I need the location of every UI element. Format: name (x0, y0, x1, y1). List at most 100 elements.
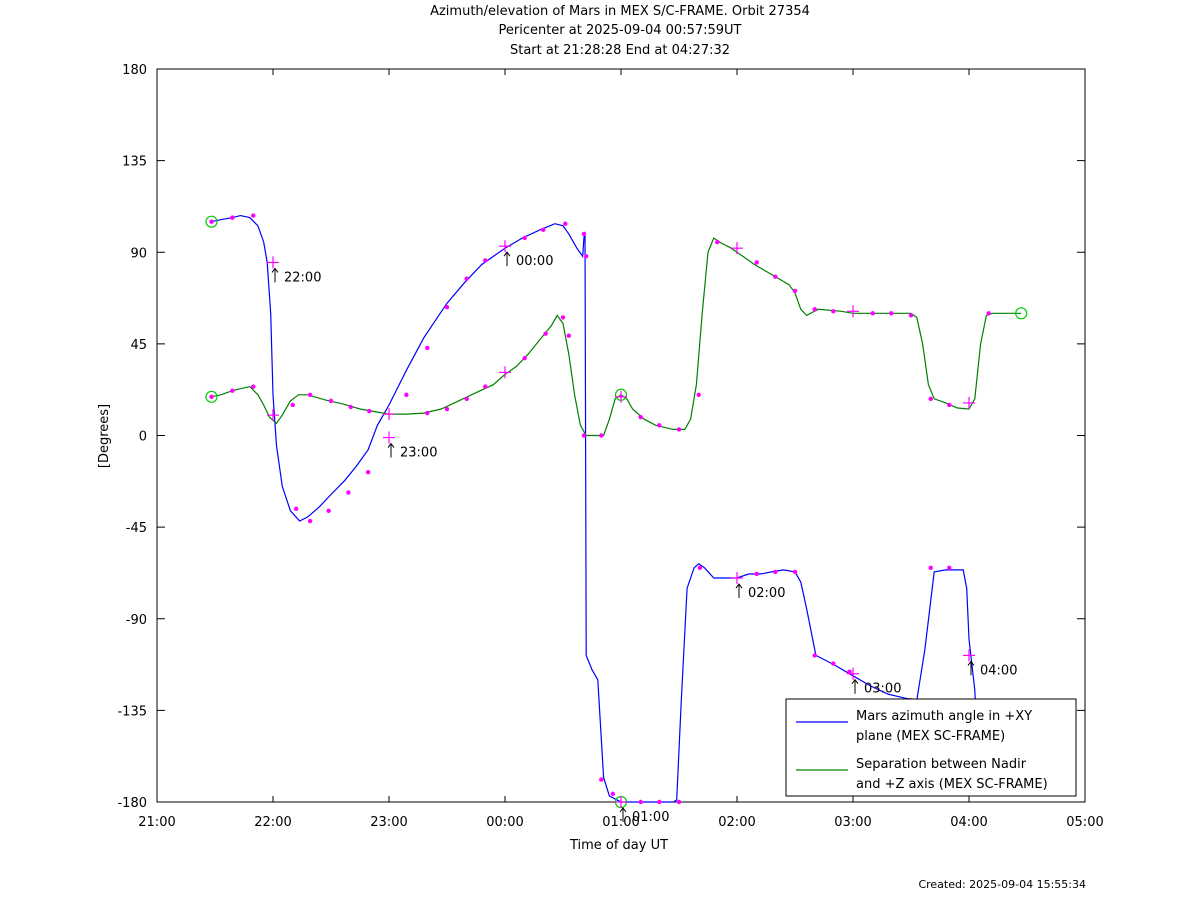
data-point (483, 384, 488, 389)
data-point (346, 490, 351, 495)
data-point (610, 791, 616, 797)
data-point (307, 518, 313, 524)
series-2 (205, 237, 1028, 438)
data-point (928, 565, 933, 571)
data-point (584, 254, 589, 259)
endpoint-circle (205, 390, 218, 403)
hour-arrowhead (851, 678, 859, 685)
hour-arrowhead (503, 251, 511, 257)
data-point (566, 333, 571, 338)
legend-label: Separation between Nadir (856, 757, 1027, 772)
data-point (870, 311, 875, 316)
endpoint-circle (205, 215, 218, 228)
plot-frame (156, 68, 1086, 803)
data-point (676, 799, 682, 805)
data-point (792, 288, 798, 294)
data-point (657, 799, 662, 805)
series-line (211, 214, 979, 803)
y-tick-label: -45 (126, 521, 147, 536)
data-point (209, 394, 214, 400)
legend-box (785, 698, 1077, 797)
y-tick-label: 45 (130, 338, 147, 353)
data-point (290, 402, 295, 408)
x-axis-label: Time of day UT (569, 838, 668, 853)
chart-title: Azimuth/elevation of Mars in MEX S/C-FRA… (430, 4, 810, 19)
data-point (831, 309, 836, 314)
y-tick-label: -90 (126, 613, 147, 628)
data-point (464, 396, 469, 402)
data-point (715, 239, 720, 245)
data-point (251, 213, 256, 218)
legend-label: and +Z axis (MEX SC-FRAME) (856, 777, 1048, 792)
x-tick-label: 23:00 (370, 815, 407, 830)
axis-ticks: 21:00 22:00 23:00 00:00 01:00 02:00 03:00 04:00… (117, 63, 1103, 830)
data-point (638, 799, 643, 805)
data-point (543, 331, 548, 336)
hour-arrowhead (735, 583, 743, 589)
data-point (367, 408, 372, 414)
hour-arrowhead (619, 807, 627, 813)
legend-label: Mars azimuth angle in +XY (856, 709, 1032, 724)
data-point (425, 410, 430, 416)
legend: Mars azimuth angle in +XY plane (MEX SC-F… (785, 698, 1077, 797)
data-point (307, 392, 313, 397)
x-tick-label: 00:00 (486, 815, 523, 830)
start-end-subtitle: Start at 21:28:28 End at 04:27:32 (509, 43, 731, 58)
x-tick-label: 21:00 (138, 815, 175, 830)
y-tick-label: 0 (139, 430, 147, 445)
data-point (812, 653, 817, 658)
data-point (831, 661, 836, 666)
data-point (599, 433, 604, 438)
data-point (464, 276, 469, 281)
hour-label: 02:00 (748, 586, 785, 601)
data-point (696, 392, 701, 397)
pericenter-subtitle: Pericenter at 2025-09-04 00:57:59UT (498, 23, 742, 38)
legend-label: plane (MEX SC-FRAME) (856, 729, 1005, 744)
data-point (581, 231, 587, 237)
data-point (541, 227, 546, 233)
data-point (522, 235, 527, 241)
y-tick-label: -180 (117, 796, 147, 811)
x-tick-label: 22:00 (254, 815, 291, 830)
data-point (404, 392, 409, 397)
data-point (581, 433, 587, 438)
y-tick-label: -135 (117, 704, 147, 719)
data-point (792, 569, 798, 575)
data-point (697, 565, 703, 571)
data-point (812, 307, 817, 312)
data-point (986, 311, 991, 316)
data-point (599, 777, 604, 782)
hour-arrowhead (967, 660, 975, 666)
data-point (365, 469, 371, 475)
data-point (348, 404, 353, 410)
data-point (294, 506, 299, 511)
y-axis-label: [Degrees] (97, 404, 112, 468)
data-point (328, 398, 334, 404)
data-point (754, 571, 759, 577)
data-point (209, 219, 214, 224)
data-point (847, 669, 852, 674)
data-point (773, 274, 778, 279)
data-point (889, 311, 894, 316)
data-point (773, 569, 778, 575)
data-point (425, 345, 430, 351)
hour-label: 01:00 (632, 810, 669, 825)
data-point (908, 313, 914, 318)
series-1: 22:00 23:00 00:00 01:00 02:00 03:00 04:00 (205, 213, 1017, 825)
data-point (657, 423, 662, 428)
data-point (754, 260, 759, 265)
data-point (230, 388, 235, 393)
hour-arrowhead (387, 442, 395, 448)
hour-arrowhead (271, 267, 279, 273)
hour-label: 00:00 (516, 254, 553, 269)
x-tick-label: 05:00 (1066, 815, 1103, 830)
data-point (947, 402, 952, 408)
y-tick-label: 180 (122, 63, 147, 78)
data-point (560, 315, 566, 320)
x-tick-label: 03:00 (834, 815, 871, 830)
hour-label: 03:00 (864, 682, 901, 697)
data-point (444, 406, 450, 412)
data-point (947, 565, 952, 571)
created-timestamp: Created: 2025-09-04 15:55:34 (918, 878, 1086, 891)
